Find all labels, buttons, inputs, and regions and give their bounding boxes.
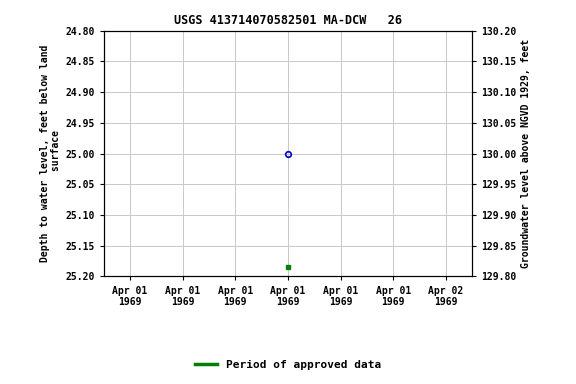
Y-axis label: Depth to water level, feet below land
 surface: Depth to water level, feet below land su… <box>40 45 61 262</box>
Y-axis label: Groundwater level above NGVD 1929, feet: Groundwater level above NGVD 1929, feet <box>521 39 530 268</box>
Title: USGS 413714070582501 MA-DCW   26: USGS 413714070582501 MA-DCW 26 <box>174 14 402 27</box>
Legend: Period of approved data: Period of approved data <box>191 355 385 374</box>
